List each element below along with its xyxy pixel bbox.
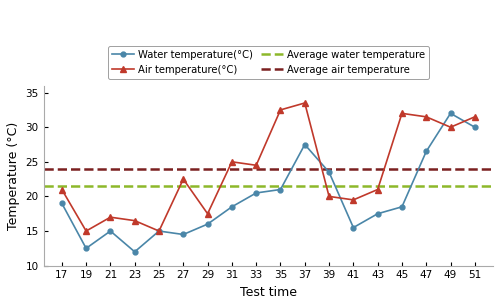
Air temperature(°C) (204, 212, 210, 215)
Water temperature(°C) (253, 191, 259, 195)
Air temperature(°C) (108, 215, 114, 219)
Water temperature(°C) (448, 111, 454, 115)
Legend: Water temperature(°C), Air temperature(°C), Average water temperature, Average a: Water temperature(°C), Air temperature(°… (108, 46, 429, 79)
Air temperature(°C) (302, 101, 308, 105)
Water temperature(°C) (350, 226, 356, 230)
Water temperature(°C) (302, 143, 308, 146)
Water temperature(°C) (399, 205, 405, 209)
Air temperature(°C) (156, 229, 162, 233)
Water temperature(°C) (83, 247, 89, 250)
Air temperature(°C) (448, 125, 454, 129)
Water temperature(°C) (180, 233, 186, 236)
Water temperature(°C) (59, 202, 65, 205)
Water temperature(°C) (423, 150, 429, 153)
Air temperature(°C) (326, 195, 332, 198)
Water temperature(°C) (472, 125, 478, 129)
Air temperature(°C) (399, 111, 405, 115)
Water temperature(°C) (374, 212, 380, 215)
Water temperature(°C) (108, 229, 114, 233)
Air temperature(°C) (423, 115, 429, 119)
Air temperature(°C) (253, 163, 259, 167)
Air temperature(°C) (180, 177, 186, 181)
Air temperature(°C) (350, 198, 356, 202)
Water temperature(°C) (229, 205, 235, 209)
Water temperature(°C) (132, 250, 138, 254)
Air temperature(°C) (278, 108, 283, 112)
Air temperature(°C) (229, 160, 235, 164)
Air temperature(°C) (83, 229, 89, 233)
Water temperature(°C) (278, 188, 283, 191)
Air temperature(°C) (132, 219, 138, 222)
Water temperature(°C) (326, 170, 332, 174)
Line: Air temperature(°C): Air temperature(°C) (58, 100, 478, 234)
Y-axis label: Temperature (°C): Temperature (°C) (7, 121, 20, 230)
Water temperature(°C) (204, 222, 210, 226)
Water temperature(°C) (156, 229, 162, 233)
Air temperature(°C) (374, 188, 380, 191)
Air temperature(°C) (472, 115, 478, 119)
X-axis label: Test time: Test time (240, 286, 297, 299)
Line: Water temperature(°C): Water temperature(°C) (60, 111, 478, 254)
Air temperature(°C) (59, 188, 65, 191)
